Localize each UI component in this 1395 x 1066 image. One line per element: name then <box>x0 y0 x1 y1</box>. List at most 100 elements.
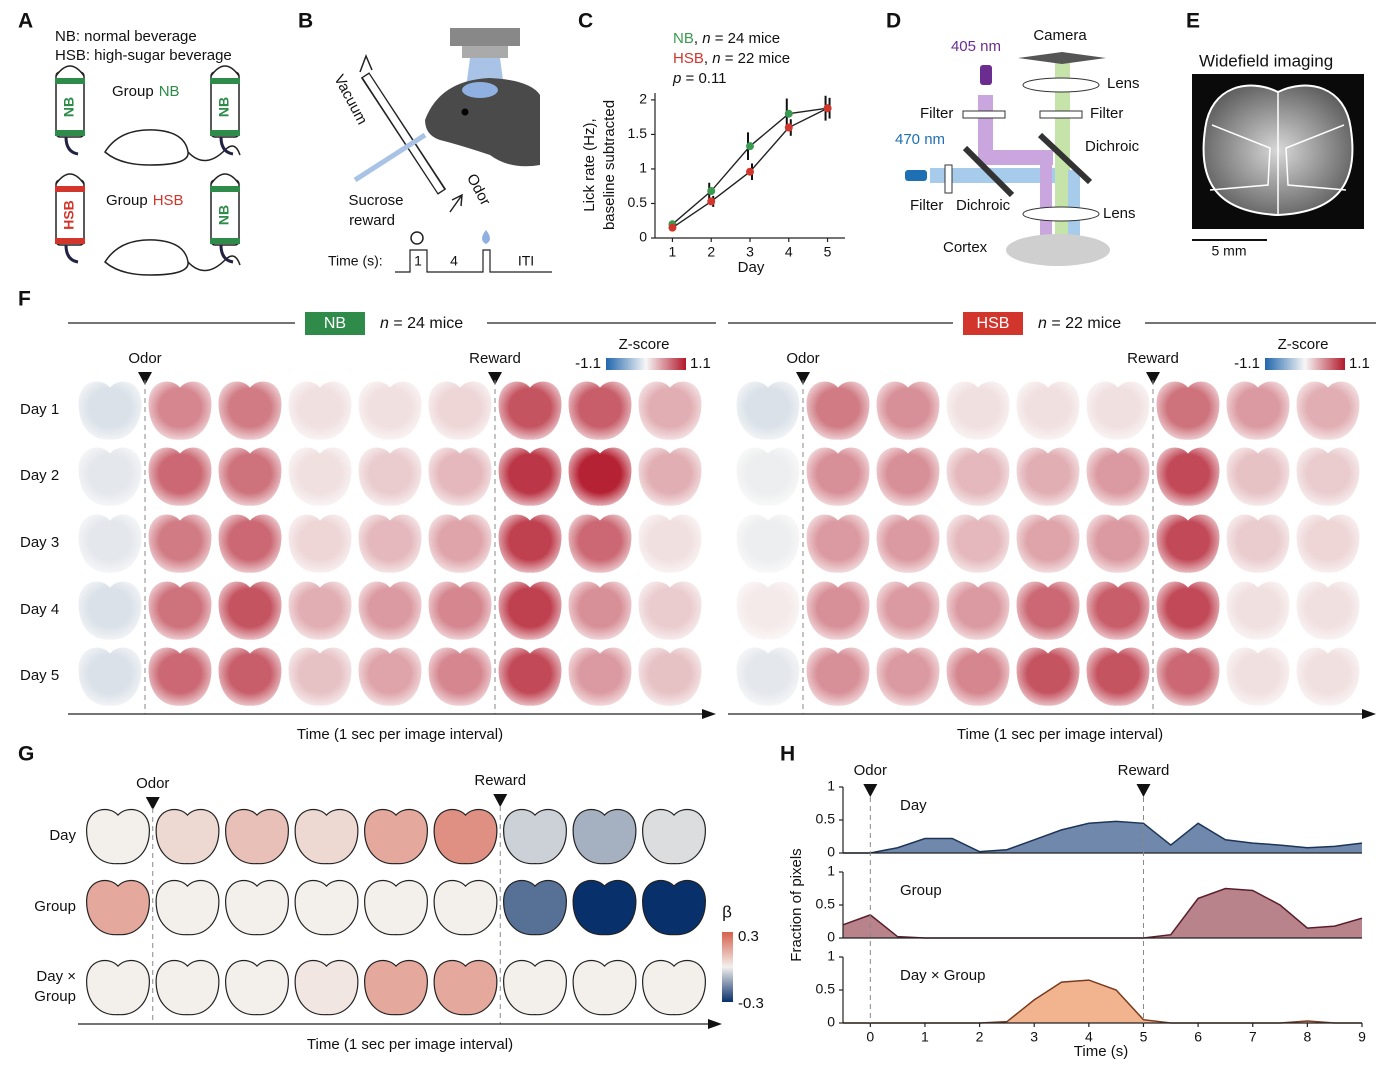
p-rest: = 0.11 <box>681 70 726 87</box>
row-label: Group <box>34 898 76 915</box>
brain-vignette <box>946 581 1010 640</box>
brain-vignette <box>148 447 212 506</box>
row-title: Day <box>900 797 927 814</box>
led <box>980 65 992 85</box>
brain-vignette <box>148 381 212 440</box>
reward-marker <box>493 794 508 807</box>
beta-map <box>572 959 637 1016</box>
beta-map <box>572 879 637 936</box>
event-label: Odor <box>854 762 887 779</box>
brain-vignette <box>428 514 492 573</box>
brain-vignette <box>736 381 800 440</box>
point <box>823 104 832 113</box>
y-tick-label: 1.5 <box>628 125 648 141</box>
brain-vignette <box>1226 447 1290 506</box>
x-tick-label: 4 <box>785 244 793 260</box>
brain-vignette <box>876 581 940 640</box>
brain-vignette <box>358 581 422 640</box>
y-tick-label: 2 <box>639 91 647 107</box>
label: 1 <box>414 253 422 269</box>
brain-vignette <box>358 381 422 440</box>
beta-map <box>225 808 289 865</box>
odor-label: Odor <box>786 350 819 367</box>
beam <box>978 150 1053 165</box>
beta-map <box>155 879 220 936</box>
panel-d: 405 nm Camera Lens Filter Filter 470 nm … <box>895 27 1140 266</box>
label: reward <box>349 212 395 229</box>
beam <box>1040 160 1052 250</box>
brain-vignette <box>498 514 562 573</box>
x-tick-label: 4 <box>1085 1029 1093 1045</box>
x-tick-label: 7 <box>1249 1029 1257 1045</box>
brain-vignette <box>876 381 940 440</box>
brain-vignette <box>1086 581 1150 640</box>
panel-label: E <box>1186 10 1200 33</box>
x-tick-label: 8 <box>1303 1029 1311 1045</box>
filter <box>944 164 953 194</box>
row-title: Day × Group <box>900 967 985 984</box>
label: Filter <box>910 197 943 214</box>
day-label: Day 4 <box>20 601 59 618</box>
brain-vignette <box>218 581 282 640</box>
brain-vignette <box>1226 381 1290 440</box>
group-label: Group HSB <box>106 192 184 209</box>
x-axis-label: Time (s) <box>1074 1043 1128 1060</box>
bottle-band <box>55 78 85 84</box>
brain-vignette <box>288 514 352 573</box>
x-tick-label: 5 <box>1140 1029 1148 1045</box>
lens <box>1022 206 1100 222</box>
colorbar-title: Z-score <box>1278 336 1329 353</box>
row-label: Day <box>49 827 76 844</box>
brain-vignette <box>1016 647 1080 706</box>
legend-n: n <box>712 50 720 67</box>
line <box>671 107 828 225</box>
x-tick-label: 3 <box>746 244 754 260</box>
n-rest: = 22 mice <box>1047 315 1121 332</box>
sucrose-tube <box>353 132 427 183</box>
brain-vignette <box>1296 581 1360 640</box>
point <box>746 167 754 176</box>
brain-vignette <box>1296 447 1360 506</box>
beta-map <box>642 959 706 1016</box>
tube <box>363 74 444 193</box>
bottle-band <box>55 238 85 244</box>
bottle-label: NB <box>216 205 232 225</box>
brain-vignette <box>78 514 142 573</box>
bottle-label: NB <box>61 97 77 117</box>
brain-vignette <box>78 381 142 440</box>
brain-vignette <box>148 514 212 573</box>
beta-map <box>225 959 289 1016</box>
brain-vignette <box>638 647 702 706</box>
bottle-band <box>210 186 240 192</box>
label: Lens <box>1103 205 1136 222</box>
beta-map <box>503 808 567 865</box>
reward-label: Reward <box>474 772 526 789</box>
brain-vignette <box>638 381 702 440</box>
brain-vignette <box>568 647 632 706</box>
beta-map <box>294 808 359 865</box>
y-axis-label: Fraction of pixels <box>788 848 805 961</box>
brain-vignette <box>1086 447 1150 506</box>
beta-map <box>294 959 359 1016</box>
legend-name: NB <box>673 30 694 47</box>
point <box>784 123 793 132</box>
brain-vignette <box>358 447 422 506</box>
brain-vignette <box>358 647 422 706</box>
legend-sep: , <box>694 30 702 47</box>
n: n <box>380 315 389 332</box>
y-tick-label: 0.5 <box>816 981 836 997</box>
colorbar-label: -1.1 <box>1234 355 1260 372</box>
brain-vignette <box>736 447 800 506</box>
dichroic <box>962 145 1015 198</box>
beta-map <box>155 808 220 865</box>
brain-vignette <box>946 447 1010 506</box>
brain-vignette <box>1086 647 1150 706</box>
brain-vignette <box>806 647 870 706</box>
y-tick-label: 0.5 <box>816 811 836 827</box>
row-title: Group <box>900 882 942 899</box>
p-value: p = 0.11 <box>672 70 727 87</box>
colorbar-label: 1.1 <box>690 355 711 372</box>
odor-marker <box>145 797 160 810</box>
label: Odor <box>463 171 494 208</box>
beta-map <box>503 959 567 1016</box>
